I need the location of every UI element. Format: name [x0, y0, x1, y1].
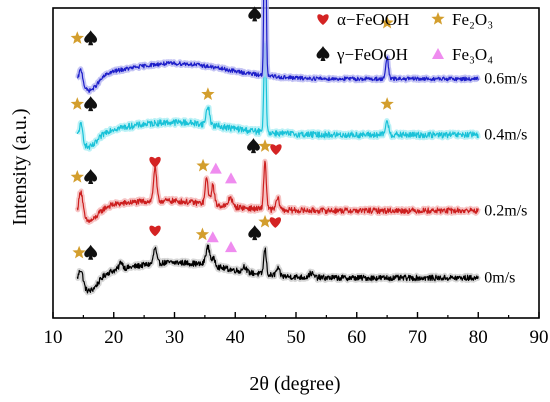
star-peak-marker	[70, 170, 84, 183]
trace-0.2m/s	[76, 160, 479, 223]
star-peak-marker	[258, 214, 272, 228]
fe3o4-legend-icon	[432, 48, 444, 59]
legend-label-fe2o3: Fe₂O₃	[452, 10, 493, 29]
spade-peak-marker	[248, 6, 262, 22]
x-tick-label: 50	[287, 327, 306, 348]
star-peak-marker	[380, 97, 394, 110]
heart-peak-marker	[269, 217, 282, 228]
legend-label-fe3o4: Fe₃O₄	[452, 45, 493, 64]
star-peak-marker	[70, 31, 84, 44]
spade-peak-marker	[248, 225, 262, 241]
series-label: 0.4m/s	[484, 127, 527, 144]
heart-peak-marker	[270, 144, 282, 155]
x-tick-label: 40	[226, 327, 245, 348]
star-peak-marker	[380, 15, 394, 29]
x-tick-label: 60	[347, 327, 366, 348]
gamma-legend-icon	[316, 46, 330, 61]
series-label: 0.6m/s	[484, 70, 527, 87]
trace-band-0.2m/s	[74, 158, 481, 225]
triangle-peak-marker	[209, 162, 222, 174]
x-tick-label: 70	[408, 327, 427, 348]
x-axis-label: 2θ (degree)	[249, 373, 340, 395]
spade-peak-marker	[247, 138, 260, 154]
alpha-legend-icon	[317, 14, 329, 25]
heart-peak-marker	[149, 225, 161, 237]
legend-label-alpha: α−FeOOH	[337, 10, 409, 29]
triangle-peak-marker	[224, 241, 237, 253]
trace-0m/s	[76, 244, 479, 294]
star-peak-marker	[72, 245, 86, 259]
spade-peak-marker	[84, 96, 98, 112]
traces	[74, 0, 481, 296]
x-tick-label: 20	[104, 327, 123, 348]
spade-peak-marker	[84, 30, 98, 46]
star-peak-marker	[70, 97, 84, 110]
triangle-peak-marker	[206, 231, 219, 243]
spade-peak-marker	[84, 244, 98, 260]
triangle-peak-marker	[224, 172, 237, 184]
star-peak-marker	[201, 87, 215, 100]
y-axis-label: Intensity (a.u.)	[9, 108, 31, 225]
legend: α−FeOOH Fe₂O₃ γ−FeOOH Fe₃O₄	[316, 10, 493, 64]
trace-0.4m/s	[76, 42, 479, 150]
peak-markers	[70, 6, 394, 260]
x-tick-label: 30	[165, 327, 184, 348]
star-peak-marker	[258, 139, 272, 152]
trace-0.6m/s	[77, 0, 479, 93]
legend-label-gamma: γ−FeOOH	[336, 45, 408, 64]
x-tick-label: 10	[44, 327, 63, 348]
spade-peak-marker	[84, 169, 98, 185]
series-label: 0m/s	[484, 270, 515, 287]
x-axis-ticks: 10 20 30 40 50 60 70 80 90	[44, 312, 549, 348]
heart-peak-marker	[149, 156, 161, 168]
x-tick-label: 90	[530, 327, 549, 348]
series-label: 0.2m/s	[484, 202, 527, 219]
x-tick-label: 80	[469, 327, 488, 348]
series-labels: 0m/s 0.2m/s 0.4m/s 0.6m/s	[484, 70, 527, 286]
fe2o3-legend-icon	[431, 12, 445, 25]
star-peak-marker	[196, 158, 210, 172]
star-peak-marker	[195, 227, 210, 241]
